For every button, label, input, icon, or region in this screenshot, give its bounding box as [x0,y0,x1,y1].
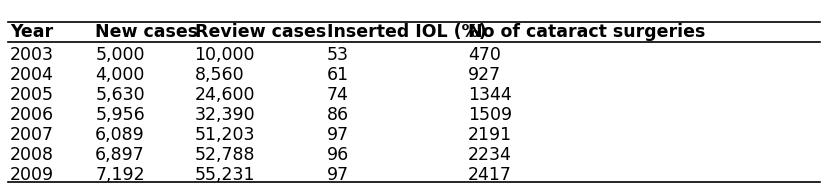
Text: 1344: 1344 [467,86,511,104]
Text: 4,000: 4,000 [95,66,145,84]
Text: 51,203: 51,203 [194,126,255,144]
Text: 2009: 2009 [10,166,54,184]
Text: 5,630: 5,630 [95,86,145,104]
Text: 96: 96 [327,146,349,164]
Text: 24,600: 24,600 [194,86,255,104]
Text: Review cases: Review cases [194,23,326,41]
Text: 55,231: 55,231 [194,166,255,184]
Text: 10,000: 10,000 [194,46,255,64]
Text: Inserted IOL (%): Inserted IOL (%) [327,23,486,41]
Text: 927: 927 [467,66,500,84]
Text: 2008: 2008 [10,146,54,164]
Text: New cases: New cases [95,23,198,41]
Text: 6,089: 6,089 [95,126,145,144]
Text: Year: Year [10,23,53,41]
Text: 2006: 2006 [10,106,54,124]
Text: 2005: 2005 [10,86,54,104]
Text: 32,390: 32,390 [194,106,255,124]
Text: 74: 74 [327,86,348,104]
Text: 470: 470 [467,46,500,64]
Text: 2234: 2234 [467,146,511,164]
Text: 86: 86 [327,106,349,124]
Text: 8,560: 8,560 [194,66,244,84]
Text: 7,192: 7,192 [95,166,145,184]
Text: 2191: 2191 [467,126,511,144]
Text: 5,956: 5,956 [95,106,145,124]
Text: 2417: 2417 [467,166,511,184]
Text: 2003: 2003 [10,46,54,64]
Text: 5,000: 5,000 [95,46,145,64]
Text: 53: 53 [327,46,349,64]
Text: 52,788: 52,788 [194,146,255,164]
Text: No of cataract surgeries: No of cataract surgeries [467,23,705,41]
Text: 6,897: 6,897 [95,146,145,164]
Text: 1509: 1509 [467,106,511,124]
Text: 97: 97 [327,126,349,144]
Text: 61: 61 [327,66,349,84]
Text: 2004: 2004 [10,66,54,84]
Text: 97: 97 [327,166,349,184]
Text: 2007: 2007 [10,126,54,144]
